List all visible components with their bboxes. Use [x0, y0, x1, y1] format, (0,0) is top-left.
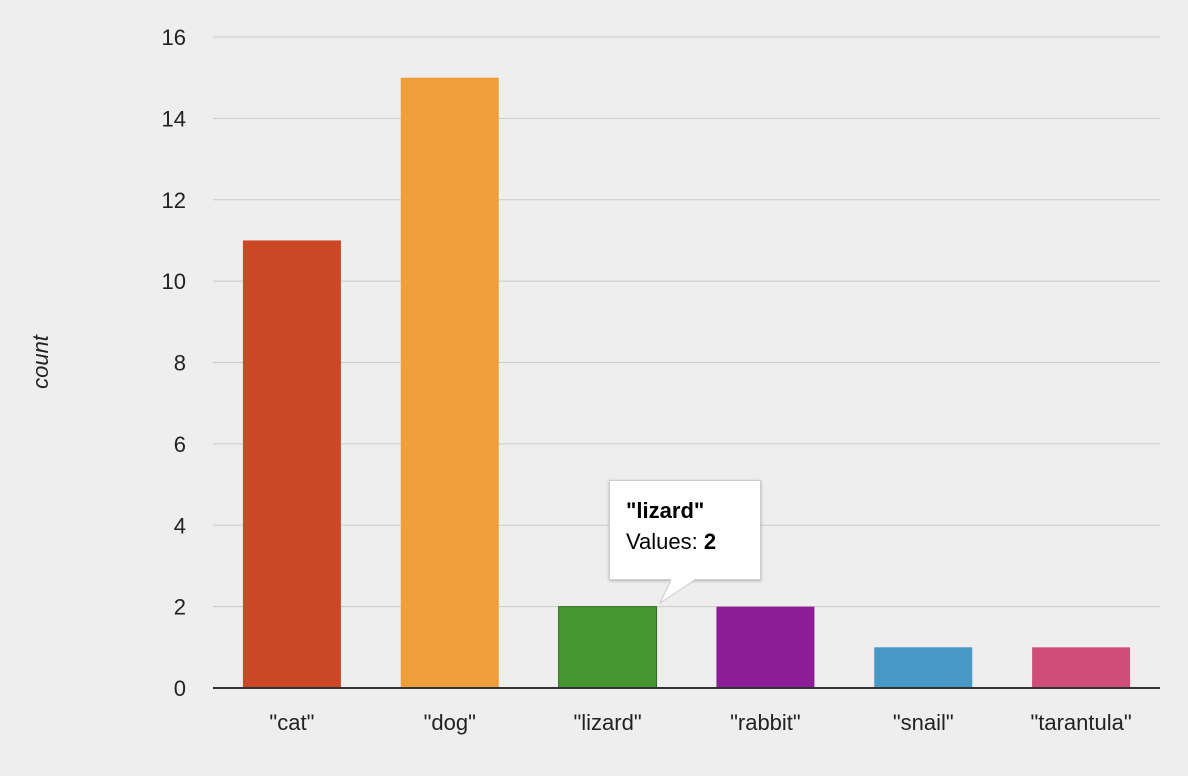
bar-dog[interactable] — [400, 77, 499, 688]
y-tick-label: 4 — [174, 513, 186, 538]
tooltip-value: 2 — [703, 529, 717, 554]
y-tick-label: 10 — [162, 269, 186, 294]
x-tick-label: "tarantula" — [1030, 710, 1131, 735]
gridlines — [213, 36, 1160, 608]
bar-tarantula[interactable] — [1032, 647, 1131, 688]
y-tick-label: 12 — [162, 188, 186, 213]
y-tick-label: 14 — [162, 106, 186, 131]
y-tick-label: 16 — [162, 25, 186, 50]
x-tick-label: "cat" — [269, 710, 314, 735]
tooltip-value-label: Values: — [626, 529, 698, 554]
x-tick-label: "dog" — [424, 710, 476, 735]
bar-lizard[interactable] — [558, 606, 658, 689]
y-tick-label: 2 — [174, 595, 186, 620]
bar-rabbit[interactable] — [716, 606, 815, 688]
y-tick-label: 6 — [174, 432, 186, 457]
bars — [242, 77, 1131, 689]
x-tick-label: "lizard" — [573, 710, 641, 735]
bar-snail[interactable] — [874, 647, 973, 688]
y-tick-label: 0 — [174, 676, 186, 701]
tooltip-title: "lizard" — [626, 498, 705, 523]
y-axis-title: count — [28, 334, 53, 389]
tooltip: "lizard" Values: 2 — [609, 480, 761, 580]
y-tick-label: 8 — [174, 351, 186, 376]
bar-cat[interactable] — [242, 240, 341, 688]
x-tick-label: "snail" — [893, 710, 954, 735]
tick-labels: 0 2 4 6 8 10 12 14 16 "cat" "dog" "lizard" "rabbit" "… — [162, 25, 1132, 735]
x-tick-label: "rabbit" — [730, 710, 801, 735]
